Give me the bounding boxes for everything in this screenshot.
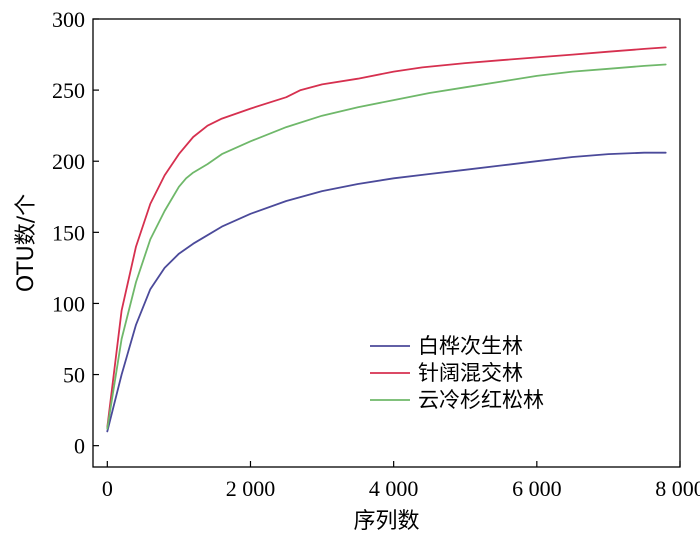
y-tick-label: 200 [52, 149, 85, 174]
x-tick-label: 2 000 [226, 476, 276, 501]
legend-label: 云冷杉红松林 [418, 388, 544, 412]
y-axis-title: OTU数/个 [14, 194, 39, 292]
y-tick-label: 300 [52, 7, 85, 32]
series-line-3 [106, 63, 667, 430]
legend-label: 白桦次生林 [418, 334, 523, 358]
plot-frame [92, 18, 681, 468]
y-tick-label: 0 [74, 434, 85, 459]
x-tick-label: 6 000 [512, 476, 562, 501]
y-tick-label: 250 [52, 78, 85, 103]
x-tick-label: 8 000 [655, 476, 700, 501]
y-tick-label: 150 [52, 220, 85, 245]
y-tick-label: 100 [52, 291, 85, 316]
y-tick-label: 50 [63, 363, 85, 388]
x-tick-label: 0 [102, 476, 113, 501]
legend-label: 针阔混交林 [418, 361, 523, 385]
x-axis-title: 序列数 [353, 509, 419, 534]
series-line-2 [106, 46, 667, 429]
x-tick-label: 4 000 [369, 476, 419, 501]
series-line-1 [106, 151, 667, 433]
